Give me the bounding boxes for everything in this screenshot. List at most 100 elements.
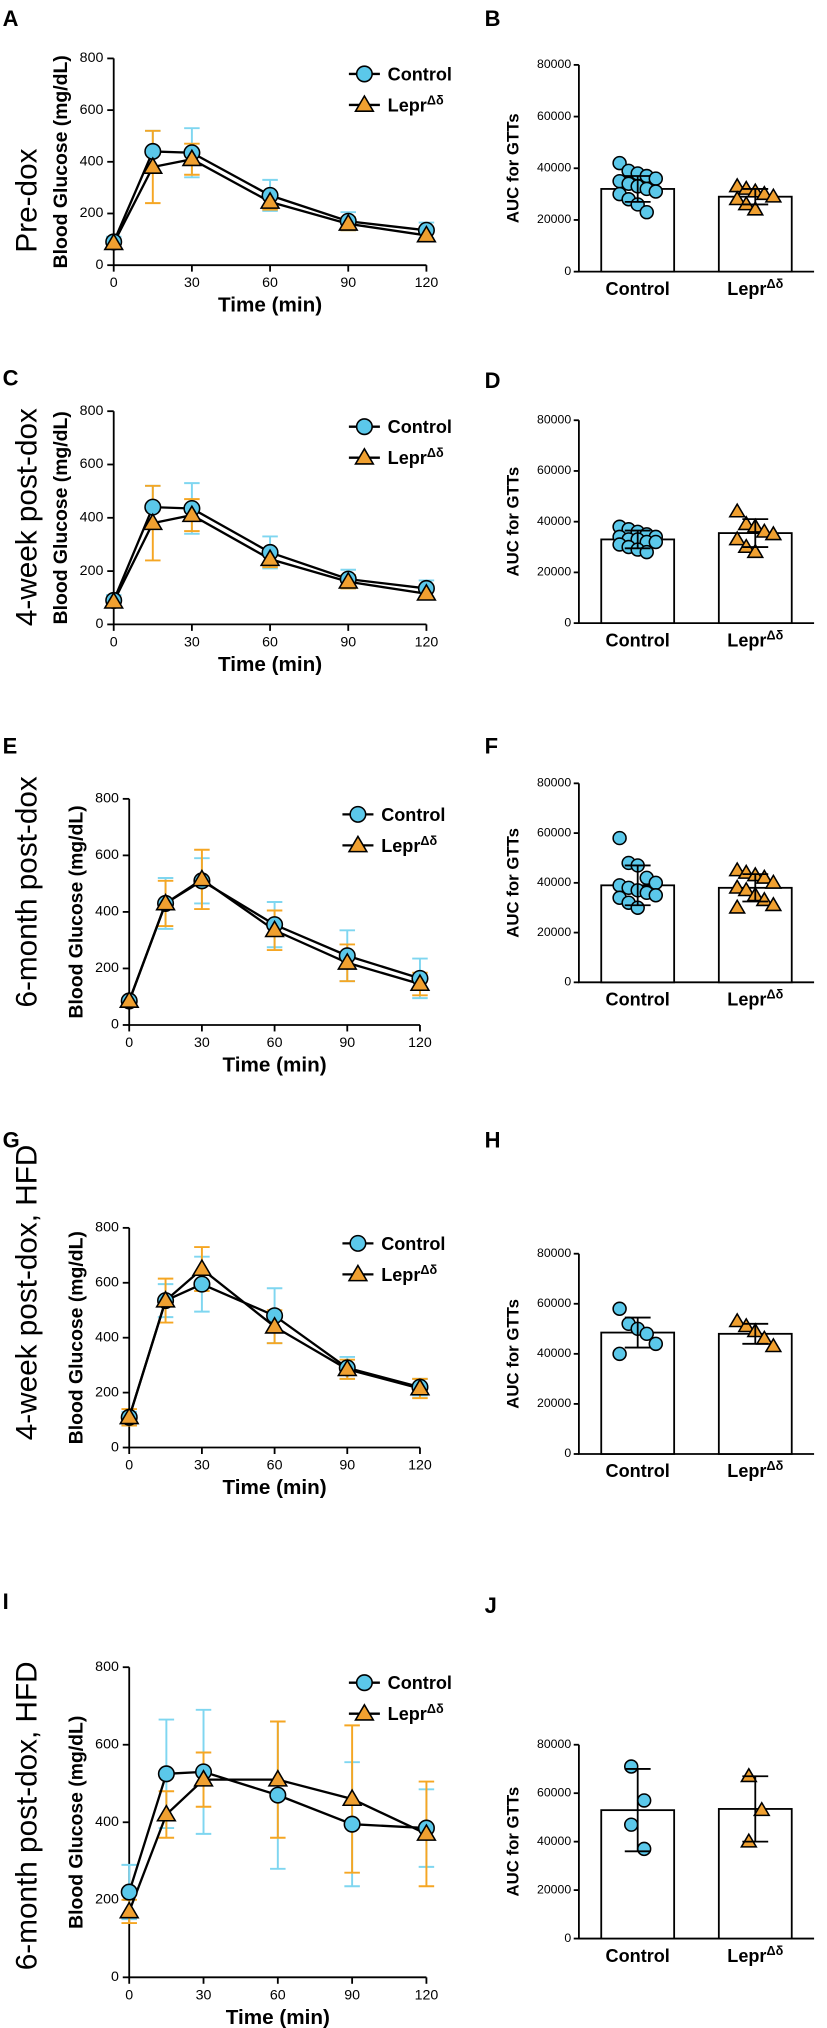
marker <box>103 591 124 609</box>
error-bar <box>742 518 769 548</box>
y-tick-label: 0 <box>564 1446 571 1460</box>
panel-letter: H <box>485 1128 501 1153</box>
y-tick-label: 40000 <box>537 875 571 889</box>
y-tick-label: 60000 <box>537 109 571 123</box>
x-tick-label: 120 <box>415 275 439 291</box>
legend-marker <box>355 1674 373 1692</box>
marker <box>118 1900 140 1919</box>
legend-marker <box>349 1234 367 1252</box>
data-point <box>648 184 664 199</box>
marker <box>103 232 124 251</box>
y-tick-label: 60000 <box>537 1785 571 1799</box>
y-tick-label: 20000 <box>537 925 571 939</box>
data-point <box>764 525 783 541</box>
y-tick-label: 600 <box>80 456 104 472</box>
x-tick-label: 60 <box>267 1035 283 1051</box>
series-line <box>128 878 421 1002</box>
legend-marker <box>355 65 373 83</box>
error-bar <box>742 1322 769 1345</box>
panel-letter: D <box>485 368 501 393</box>
marker <box>337 213 359 231</box>
data-point <box>737 179 756 195</box>
series-line <box>112 157 427 244</box>
data-point <box>648 1336 664 1352</box>
legend-label: Control <box>388 1673 452 1693</box>
x-tick-label: 0 <box>110 634 118 650</box>
y-tick-label: 80000 <box>537 412 571 426</box>
y-tick-label: 800 <box>95 1659 119 1675</box>
marker <box>118 990 140 1008</box>
y-tick-label: 60000 <box>537 825 571 839</box>
data-point <box>737 881 756 897</box>
x-axis-label: Time (min) <box>223 1476 327 1499</box>
x-tick-label: 90 <box>344 1987 360 2003</box>
x-tick-label: 0 <box>110 275 118 291</box>
axis-line <box>112 411 427 626</box>
marker <box>267 1769 289 1787</box>
data-point <box>728 530 746 546</box>
data-point <box>648 171 664 186</box>
y-axis-label: Blood Glucose (mg/dL) <box>50 55 72 268</box>
data-point <box>636 1793 652 1808</box>
x-tick-label: 90 <box>340 634 356 650</box>
x-tick-label: Control <box>606 279 670 299</box>
panel-letter: F <box>485 734 498 759</box>
data-point <box>728 190 746 206</box>
x-tick-label: Control <box>606 1946 670 1966</box>
marker <box>142 512 164 531</box>
y-axis-label: AUC for GTTs <box>504 467 523 577</box>
y-tick-label: 0 <box>564 615 571 629</box>
data-point <box>755 522 774 538</box>
y-tick-label: 200 <box>95 1384 119 1400</box>
y-tick-label: 0 <box>111 1017 119 1033</box>
y-tick-label: 0 <box>95 257 103 273</box>
marker <box>120 1883 138 1901</box>
data-point <box>639 1326 654 1342</box>
x-tick-label: 30 <box>184 275 200 291</box>
panel-letter: I <box>3 1589 9 1614</box>
y-tick-label: 800 <box>95 1220 119 1236</box>
error-bar <box>742 1775 769 1843</box>
marker <box>156 1804 177 1822</box>
y-tick-label: 0 <box>111 1969 119 1985</box>
marker <box>337 952 358 970</box>
panel-letter: A <box>3 6 19 31</box>
legend-label: Control <box>381 1234 445 1254</box>
legend-label: Control <box>381 805 445 825</box>
y-tick-label: 0 <box>564 264 571 278</box>
x-tick-label: 90 <box>339 1035 355 1051</box>
x-tick-label: 60 <box>267 1457 283 1473</box>
panel-letter: E <box>3 734 18 759</box>
data-point <box>612 155 627 171</box>
legend-label: LeprΔδ <box>388 446 444 468</box>
data-point <box>728 898 746 914</box>
legend-marker <box>354 94 375 112</box>
marker <box>416 225 437 243</box>
x-tick-label: 30 <box>196 1987 212 2003</box>
y-tick-label: 40000 <box>537 1834 571 1848</box>
data-point <box>740 1767 758 1783</box>
panel-letter: G <box>3 1128 20 1153</box>
panel-letter: C <box>3 365 19 390</box>
x-tick-label: 30 <box>194 1035 210 1051</box>
x-tick-label: 90 <box>339 1457 355 1473</box>
error-bar <box>624 864 651 907</box>
data-point <box>737 538 756 554</box>
legend-label: LeprΔδ <box>388 93 444 115</box>
y-tick-label: 0 <box>564 975 571 989</box>
y-tick-label: 80000 <box>537 1246 571 1260</box>
y-tick-label: 800 <box>80 50 104 66</box>
marker <box>259 191 281 209</box>
series-line <box>112 150 427 243</box>
legend-label: LeprΔδ <box>381 834 437 856</box>
data-point <box>764 187 783 203</box>
data-point <box>639 204 654 220</box>
error-bar <box>624 1768 651 1853</box>
y-tick-label: 800 <box>95 791 119 807</box>
bar <box>717 886 793 984</box>
error-bar <box>624 1316 651 1349</box>
error-bar <box>624 175 651 203</box>
y-axis-label: AUC for GTTs <box>504 113 523 223</box>
data-point <box>764 896 783 912</box>
